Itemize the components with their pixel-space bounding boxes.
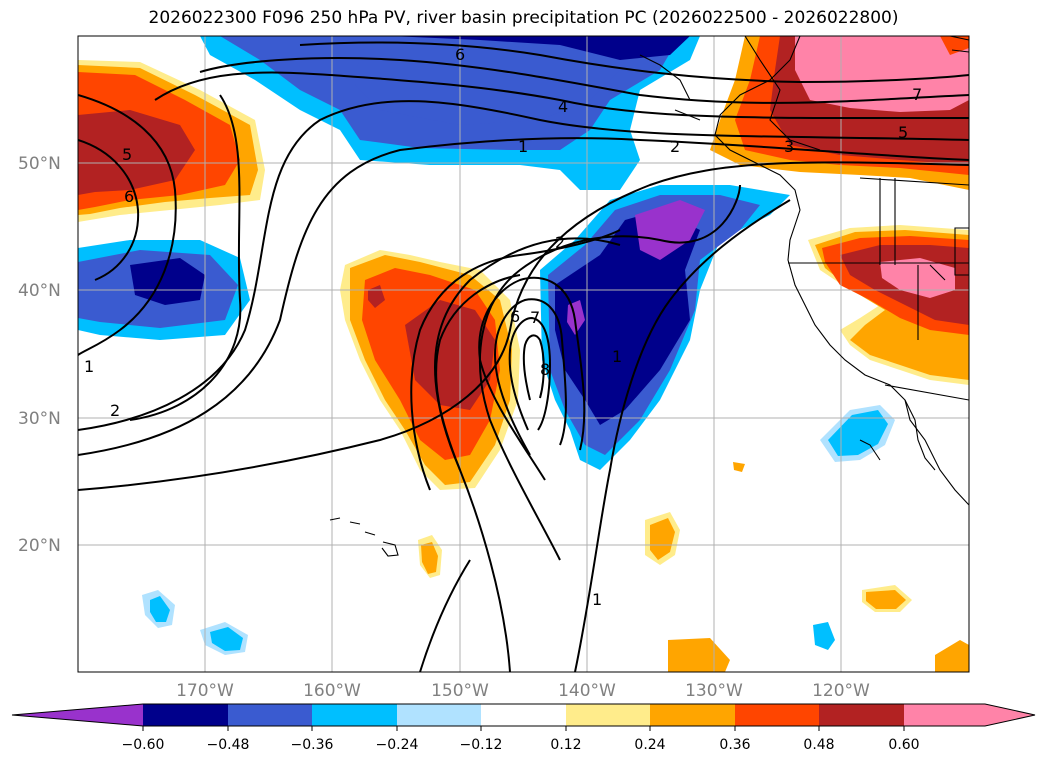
colorbar-segment (397, 704, 481, 726)
colorbar-tick-label: −0.24 (376, 737, 419, 753)
gridlines (78, 36, 969, 672)
colorbar-segment (735, 704, 819, 726)
lon-label: 120°W (812, 681, 870, 701)
map-panel: 6 4 1 2 7 5 3 5 6 2 1 2 7 1 6 8 1 (78, 36, 969, 672)
coastlines (329, 36, 969, 557)
contour-label: 1 (84, 357, 94, 376)
contour-label: 1 (612, 347, 622, 366)
lat-label: 50°N (18, 154, 61, 174)
map-frame (77, 35, 970, 673)
contour-label: 7 (912, 85, 922, 104)
contour-label: 6 (124, 187, 134, 206)
colorbar-segment (566, 704, 650, 726)
contour-label: 8 (540, 360, 550, 379)
lon-label: 140°W (558, 681, 616, 701)
colorbar-segment (819, 704, 904, 726)
colorbar-tick-label: −0.12 (460, 737, 503, 753)
contour-label: 4 (558, 97, 568, 116)
colorbar-tick-label: −0.36 (291, 737, 334, 753)
lat-label: 20°N (18, 536, 61, 556)
colorbar-segment (228, 704, 312, 726)
latitude-labels: 50°N 40°N 30°N 20°N (18, 154, 61, 556)
colorbar-extend-high (904, 704, 1035, 726)
colorbar-segment (312, 704, 397, 726)
colorbar-tick-label: −0.60 (122, 737, 165, 753)
contour-label: 3 (784, 137, 794, 156)
colorbar-tick-label: 0.24 (634, 737, 665, 753)
lon-label: 160°W (303, 681, 361, 701)
contour-label: 5 (122, 145, 132, 164)
contour-label: 2 (110, 401, 120, 420)
lon-label: 170°W (176, 681, 234, 701)
colorbar: −0.60 −0.48 −0.36 −0.24 −0.12 0.12 0.24 … (11, 703, 1036, 753)
colorbar-tick-label: −0.48 (207, 737, 250, 753)
colorbar-segment (143, 704, 228, 726)
contour-label: 6 (510, 307, 520, 326)
contour-label: 2 (555, 233, 565, 252)
lon-label: 130°W (685, 681, 743, 701)
colorbar-tick-label: 0.48 (803, 737, 834, 753)
longitude-labels: 170°W 160°W 150°W 140°W 130°W 120°W (176, 681, 870, 701)
colorbar-tick-label: 0.60 (888, 737, 919, 753)
colorbar-extend-low (12, 704, 143, 726)
contour-label: 5 (898, 123, 908, 142)
colorbar-segment (481, 704, 566, 726)
contour-label: 2 (670, 137, 680, 156)
contour-label: 6 (455, 45, 465, 64)
contour-label: 7 (530, 308, 540, 327)
map-title: 2026022300 F096 250 hPa PV, river basin … (148, 8, 899, 28)
contour-labels: 6 4 1 2 7 5 3 5 6 2 1 2 7 1 6 8 1 (84, 45, 922, 609)
lon-label: 150°W (431, 681, 489, 701)
contour-label: 1 (592, 590, 602, 609)
lat-label: 30°N (18, 409, 61, 429)
colorbar-tick-label: 0.36 (719, 737, 750, 753)
colorbar-tick-label: 0.12 (550, 737, 581, 753)
colorbar-segment (650, 704, 735, 726)
pv-contours (78, 41, 969, 672)
contour-label: 1 (518, 137, 528, 156)
lat-label: 40°N (18, 281, 61, 301)
